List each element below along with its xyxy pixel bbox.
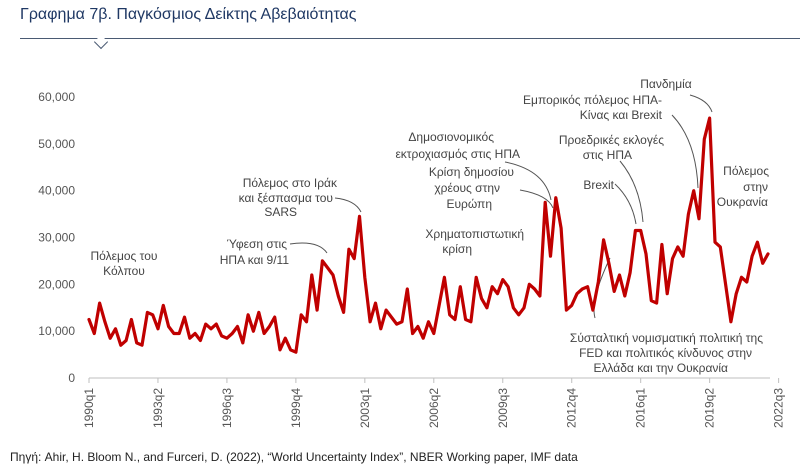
annotation-label: χρέους στην (434, 181, 500, 195)
annotation-label: Ελλάδα και την Ουκρανία (593, 361, 728, 375)
annotation-leader (614, 183, 637, 225)
y-tick-label: 0 (68, 371, 75, 385)
y-tick-label: 30,000 (38, 231, 75, 245)
annotation-label: Δημοσιονομικός (408, 130, 494, 144)
annotation-label: και ξέσπασμα του (239, 191, 333, 205)
series-line (87, 116, 770, 354)
annotation-leader (289, 242, 328, 254)
x-tick-label: 2022q3 (772, 388, 786, 428)
annotation-leader (671, 114, 699, 189)
annotation-label: Κρίση δημοσίου (429, 165, 514, 179)
annotation-label: Ύφεση στις (227, 237, 288, 251)
x-tick-label: 2016q1 (634, 388, 648, 428)
annotation-label: στην (743, 180, 768, 194)
source-note: Πηγή: Ahir, H. Bloom N., and Furceri, D.… (10, 450, 578, 464)
annotation-label: FED και πολιτικός κίνδυνος στην (579, 346, 752, 360)
annotation-label: Πανδημία (640, 77, 692, 91)
annotation-label: Πόλεμος (723, 164, 769, 178)
annotation-label: Κόλπου (103, 264, 145, 278)
annotation-label: Ουκρανία (717, 195, 768, 209)
y-tick-label: 10,000 (38, 324, 75, 338)
y-tick-label: 20,000 (38, 277, 75, 291)
y-axis: 0 10,000 20,000 30,000 40,000 50,000 60,000 (38, 90, 75, 385)
y-tick-label: 40,000 (38, 184, 75, 198)
annotation-label: Σύσταλτική νομισματική πολιτική της (570, 331, 763, 345)
annotation-label: Προεδρικές εκλογές (559, 133, 664, 147)
annotation-label: κρίση (442, 242, 472, 256)
title-divider (20, 38, 800, 39)
annotation-leader (689, 94, 713, 113)
annotation-leader (619, 160, 644, 223)
annotation-label: SARS (264, 205, 297, 219)
annotation-label: στις ΗΠΑ (583, 148, 632, 162)
annotation-label: ΗΠΑ και 9/11 (220, 253, 290, 267)
annotation-label: εκτροχιασμός στις ΗΠΑ (395, 147, 520, 161)
x-tick-label: 2009q3 (496, 388, 510, 428)
annotation-label: Brexit (583, 178, 614, 192)
x-tick-label: 2003q1 (358, 388, 372, 428)
x-tick-label: 1993q2 (151, 388, 165, 428)
annotation-label: Κίνας και Brexit (580, 108, 663, 122)
chart-title: Γραφημα 7β. Παγκόσμιος Δείκτης Αβεβαιότη… (20, 6, 357, 23)
x-tick-label: 2006q2 (427, 388, 441, 428)
x-tick-label: 1999q4 (289, 388, 303, 428)
annotation-label: Ευρώπη (446, 197, 492, 211)
annotation-label: Πόλεμος του (91, 249, 158, 263)
y-tick-label: 50,000 (38, 137, 75, 151)
x-tick-label: 1996q3 (220, 388, 234, 428)
annotation-leader (519, 189, 554, 209)
annotation-label: Πόλεμος στο Ιράκ (243, 176, 338, 190)
x-tick-label: 2012q4 (565, 388, 579, 428)
annotation-label: Χρηματοπιστωτική (425, 227, 524, 241)
x-tick-label: 2019q2 (703, 388, 717, 428)
annotation-leaders (289, 94, 713, 319)
x-tick-label: 1990q1 (82, 388, 96, 428)
annotation-leader (334, 197, 362, 213)
annotation-leader (504, 161, 552, 201)
annotation-label: Εμπορικός πόλεμος ΗΠΑ- (523, 93, 662, 107)
x-axis: 1990q1 1993q2 1996q3 1999q4 2003q1 2006q2 2009… (82, 377, 786, 428)
y-tick-label: 60,000 (38, 90, 75, 104)
